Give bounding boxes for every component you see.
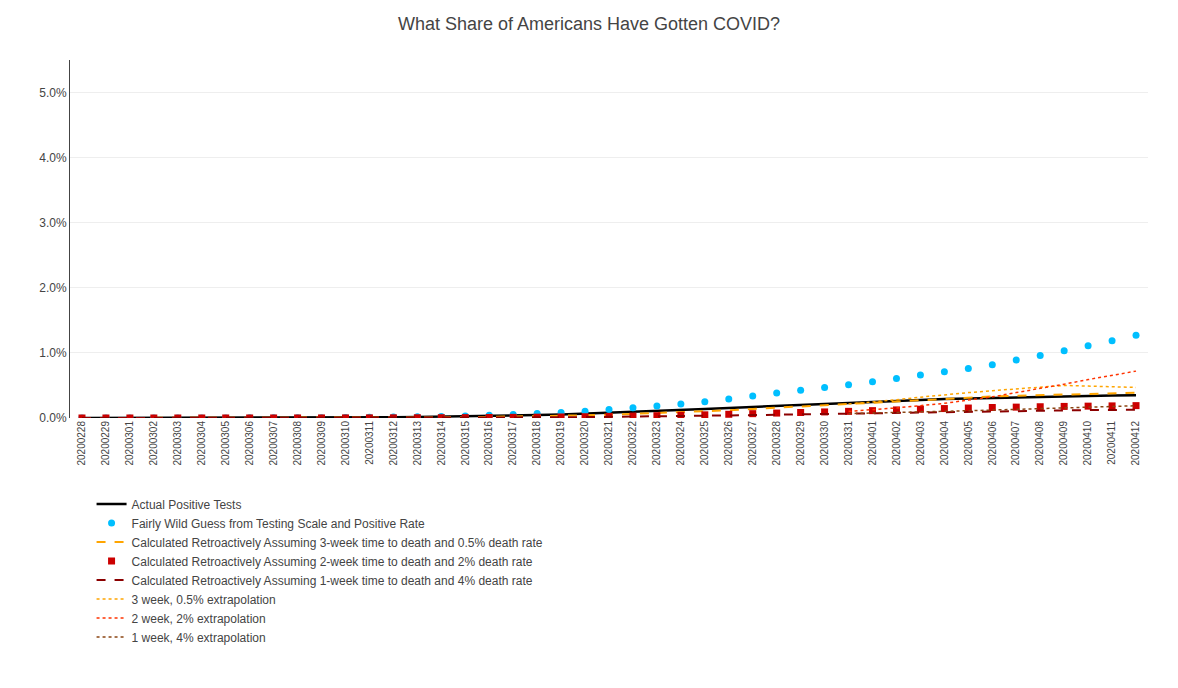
svg-text:20200319: 20200319 [555, 421, 566, 466]
svg-text:20200411: 20200411 [1106, 421, 1117, 465]
svg-text:5.0%: 5.0% [39, 86, 67, 100]
svg-text:20200403: 20200403 [915, 421, 926, 466]
svg-text:0.0%: 0.0% [39, 411, 67, 425]
svg-text:20200322: 20200322 [627, 421, 638, 466]
svg-text:20200410: 20200410 [1082, 421, 1093, 466]
svg-text:Fairly Wild Guess from Testing: Fairly Wild Guess from Testing Scale and… [132, 517, 426, 531]
svg-text:20200412: 20200412 [1130, 421, 1141, 466]
svg-text:20200327: 20200327 [747, 421, 758, 466]
svg-text:Calculated Retroactively Assum: Calculated Retroactively Assuming 1-week… [132, 574, 533, 588]
svg-text:20200404: 20200404 [939, 421, 950, 466]
svg-text:4.0%: 4.0% [39, 151, 67, 165]
svg-text:20200318: 20200318 [531, 421, 542, 466]
svg-text:20200311: 20200311 [364, 421, 375, 465]
svg-text:20200312: 20200312 [388, 421, 399, 466]
svg-text:1 week, 4% extrapolation: 1 week, 4% extrapolation [132, 631, 266, 645]
svg-text:20200229: 20200229 [100, 421, 111, 466]
svg-text:20200228: 20200228 [76, 421, 87, 466]
svg-text:20200317: 20200317 [507, 421, 518, 466]
svg-text:20200307: 20200307 [268, 421, 279, 466]
svg-text:3.0%: 3.0% [39, 216, 67, 230]
svg-text:20200402: 20200402 [891, 421, 902, 466]
svg-text:20200330: 20200330 [819, 421, 830, 466]
svg-text:20200408: 20200408 [1034, 421, 1045, 466]
svg-text:20200305: 20200305 [220, 421, 231, 466]
svg-text:20200302: 20200302 [148, 421, 159, 466]
svg-text:20200320: 20200320 [579, 421, 590, 466]
svg-text:20200315: 20200315 [460, 421, 471, 466]
svg-text:2.0%: 2.0% [39, 281, 67, 295]
svg-text:20200321: 20200321 [603, 421, 614, 466]
svg-text:20200409: 20200409 [1058, 421, 1069, 466]
svg-text:20200401: 20200401 [867, 421, 878, 466]
svg-text:2 week, 2% extrapolation: 2 week, 2% extrapolation [132, 612, 266, 626]
svg-text:20200323: 20200323 [651, 421, 662, 466]
svg-text:20200331: 20200331 [843, 421, 854, 466]
svg-text:20200326: 20200326 [723, 421, 734, 466]
svg-text:20200406: 20200406 [987, 421, 998, 466]
svg-text:20200407: 20200407 [1010, 421, 1021, 466]
svg-text:Actual Positive Tests: Actual Positive Tests [132, 498, 242, 512]
svg-text:20200329: 20200329 [795, 421, 806, 466]
svg-text:20200325: 20200325 [699, 421, 710, 466]
svg-text:1.0%: 1.0% [39, 346, 67, 360]
svg-text:20200303: 20200303 [172, 421, 183, 466]
svg-text:20200308: 20200308 [292, 421, 303, 466]
svg-text:20200405: 20200405 [963, 421, 974, 466]
svg-text:Calculated Retroactively Assum: Calculated Retroactively Assuming 3-week… [132, 536, 543, 550]
svg-text:Calculated Retroactively Assum: Calculated Retroactively Assuming 2-week… [132, 555, 533, 569]
svg-text:20200306: 20200306 [244, 421, 255, 466]
svg-text:20200314: 20200314 [436, 421, 447, 466]
svg-text:20200328: 20200328 [771, 421, 782, 466]
svg-text:20200309: 20200309 [316, 421, 327, 466]
svg-text:20200301: 20200301 [124, 421, 135, 466]
svg-text:20200304: 20200304 [196, 421, 207, 466]
svg-text:3 week, 0.5% extrapolation: 3 week, 0.5% extrapolation [132, 593, 276, 607]
svg-text:20200316: 20200316 [483, 421, 494, 466]
svg-text:20200313: 20200313 [412, 421, 423, 466]
svg-text:What Share of Americans Have G: What Share of Americans Have Gotten COVI… [398, 14, 780, 34]
svg-text:20200324: 20200324 [675, 421, 686, 466]
svg-text:20200310: 20200310 [340, 421, 351, 466]
